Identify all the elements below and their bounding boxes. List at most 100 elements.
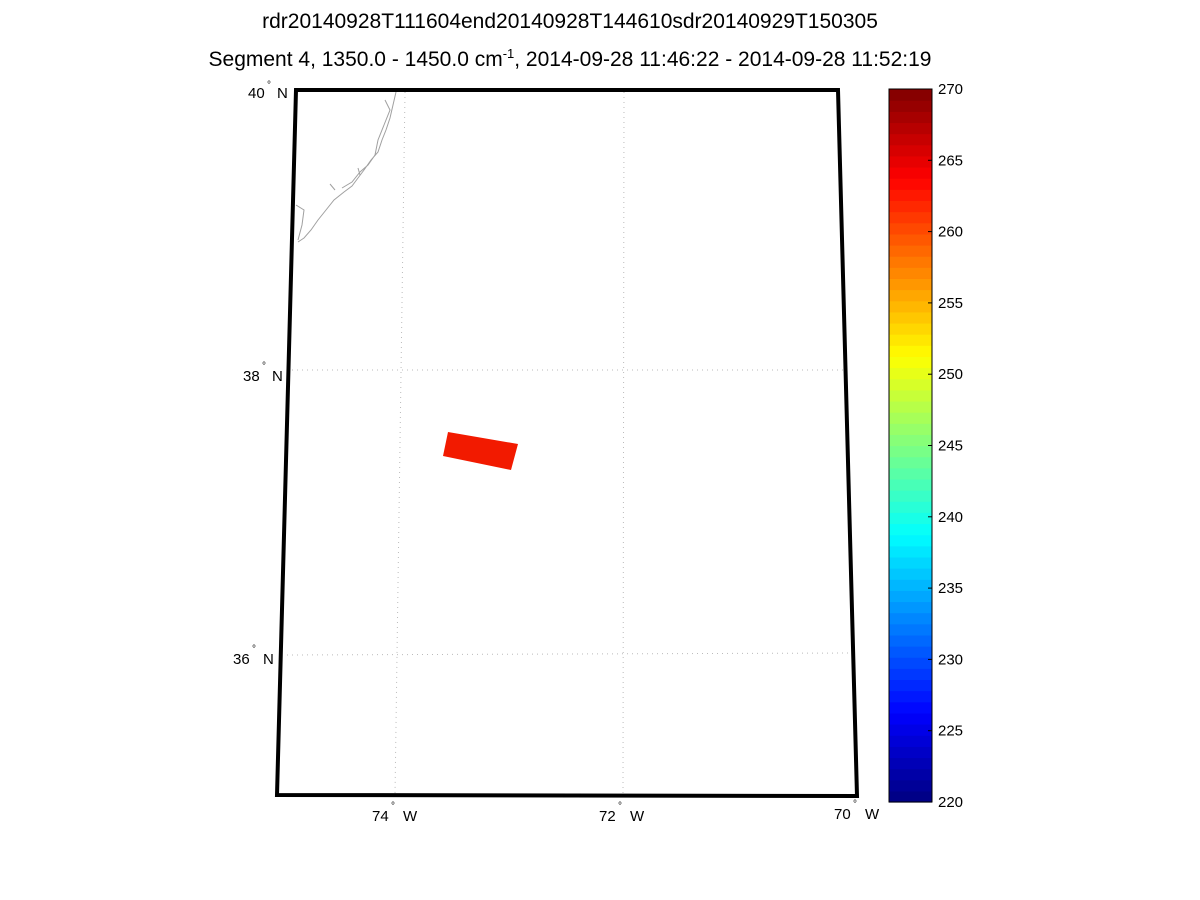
lat-label-38: 38° N <box>243 361 283 385</box>
colorbar-band <box>889 100 932 112</box>
svg-text:74: 74 <box>372 808 389 825</box>
colorbar-tick-label: 260 <box>938 224 963 241</box>
colorbar-ticks: 270 265 260 255 250 245 240 235 230 225 220 <box>928 81 963 811</box>
svg-text:W: W <box>865 806 880 823</box>
colorbar-band <box>889 244 932 257</box>
colorbar-band <box>889 724 932 736</box>
lon-label-74: 74° W <box>372 801 418 825</box>
colorbar-band <box>889 267 932 279</box>
colorbar-band <box>889 300 932 313</box>
grid-lon-72 <box>622 91 625 798</box>
colorbar-band <box>889 311 932 324</box>
colorbar-band <box>889 189 932 202</box>
colorbar-band <box>889 122 932 135</box>
colorbar-band <box>889 155 932 168</box>
svg-text:°: ° <box>618 801 622 812</box>
svg-text:°: ° <box>262 361 266 372</box>
colorbar-band <box>889 735 932 747</box>
colorbar-band <box>889 412 932 424</box>
colorbar-band <box>889 790 932 803</box>
title-line-2: Segment 4, 1350.0 - 1450.0 cm-1, 2014-09… <box>0 46 1140 72</box>
colorbar-band <box>889 768 932 781</box>
colorbar-band <box>889 579 932 591</box>
title-date-range: , 2014-09-28 11:46:22 - 2014-09-28 11:52… <box>514 48 932 71</box>
colorbar-band <box>889 779 932 792</box>
colorbar-band <box>889 456 932 469</box>
colorbar-tick-label: 240 <box>938 509 963 526</box>
colorbar-tick-label: 270 <box>938 81 963 98</box>
colorbar-band <box>889 657 932 669</box>
colorbar-band <box>889 334 932 346</box>
colorbar-band <box>889 111 932 124</box>
colorbar-band <box>889 679 932 692</box>
colorbar-band <box>889 712 932 725</box>
lat-label-36: 36° N <box>233 644 274 668</box>
colorbar-band <box>889 322 932 335</box>
colorbar-band <box>889 211 932 224</box>
svg-text:°: ° <box>391 801 395 812</box>
colorbar-tick-label: 235 <box>938 580 963 597</box>
colorbar-band <box>889 133 932 146</box>
colorbar-band <box>889 233 932 246</box>
colorbar-band <box>889 646 932 658</box>
colorbar-band <box>889 166 932 179</box>
colorbar-band <box>889 612 932 625</box>
colorbar-band <box>889 144 932 157</box>
colorbar-band <box>889 367 932 380</box>
colorbar-band <box>889 356 932 369</box>
colorbar-band <box>889 701 932 714</box>
colorbar-band <box>889 467 932 480</box>
svg-text:W: W <box>630 808 645 825</box>
title-text: Segment 4, 1350.0 - 1450.0 cm <box>208 48 503 71</box>
map-frame <box>274 88 860 799</box>
svg-text:N: N <box>272 368 283 385</box>
colorbar-band <box>889 200 932 213</box>
svg-text:70: 70 <box>834 806 851 823</box>
svg-text:40: 40 <box>248 85 265 102</box>
colorbar-band <box>889 534 932 547</box>
colorbar-band <box>889 256 932 268</box>
svg-text:36: 36 <box>233 651 250 668</box>
colorbar-band <box>889 668 932 681</box>
colorbar-band <box>889 501 932 513</box>
svg-text:°: ° <box>267 80 271 91</box>
colorbar-band <box>889 746 932 759</box>
lat-label-40: 40 ° N <box>248 80 288 102</box>
coastline <box>295 91 397 243</box>
svg-text:N: N <box>277 85 288 102</box>
colorbar-band <box>889 690 932 703</box>
title-superscript: -1 <box>502 46 515 61</box>
svg-text:W: W <box>403 808 418 825</box>
colorbar-tick-label: 250 <box>938 366 963 383</box>
svg-text:°: ° <box>252 644 256 655</box>
data-swath <box>443 432 518 470</box>
colorbar-tick-label: 245 <box>938 438 963 455</box>
colorbar-band <box>889 222 932 235</box>
colorbar-band <box>889 523 932 536</box>
colorbar-band <box>889 568 932 580</box>
colorbar <box>889 89 932 803</box>
colorbar-band <box>889 445 932 458</box>
colorbar-band <box>889 423 932 435</box>
colorbar-tick-label: 265 <box>938 152 963 169</box>
title-line-1: rdr20140928T111604end20140928T144610sdr2… <box>262 10 878 33</box>
colorbar-band <box>889 278 932 291</box>
svg-text:38: 38 <box>243 368 260 385</box>
colorbar-band <box>889 345 932 357</box>
colorbar-band <box>889 378 932 391</box>
colorbar-tick-label: 225 <box>938 723 963 740</box>
colorbar-band <box>889 545 932 558</box>
lon-label-70: 70° W <box>834 799 880 823</box>
colorbar-band <box>889 556 932 569</box>
colorbar-band <box>889 478 932 491</box>
colorbar-band <box>889 434 932 447</box>
colorbar-tick-label: 220 <box>938 794 963 811</box>
colorbar-band <box>889 178 932 190</box>
grid-lat-36 <box>286 652 852 656</box>
colorbar-band <box>889 623 932 636</box>
svg-text:°: ° <box>853 799 857 810</box>
svg-text:N: N <box>263 651 274 668</box>
colorbar-band <box>889 89 932 101</box>
